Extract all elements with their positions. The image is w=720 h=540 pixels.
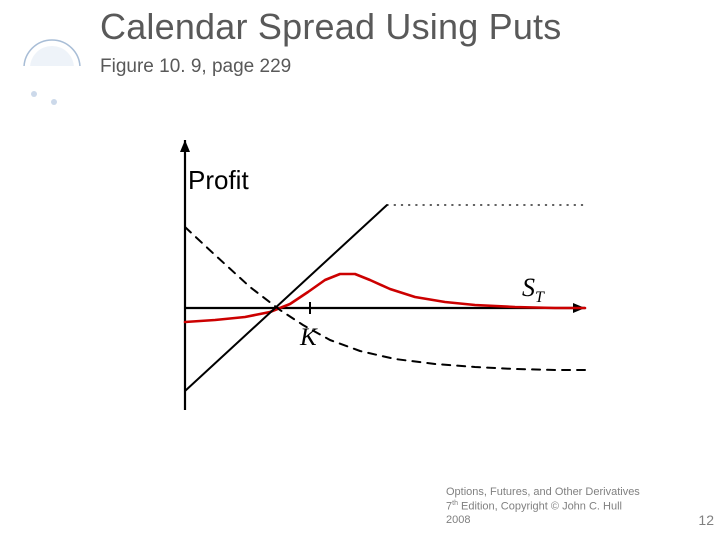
- slide-title: Calendar Spread Using Puts: [100, 6, 561, 48]
- page-number: 12: [698, 512, 714, 528]
- footer-text: Options, Futures, and Other Derivatives …: [446, 486, 656, 528]
- footer-edition-rest: Edition, Copyright © John C. Hull: [458, 501, 622, 513]
- corner-decor-icon: [4, 6, 94, 116]
- slide-subtitle: Figure 10. 9, page 229: [100, 56, 291, 78]
- x-axis-label: ST: [522, 273, 544, 307]
- footer-year: 2008: [446, 514, 470, 526]
- footer-line1: Options, Futures, and Other Derivatives: [446, 486, 640, 498]
- y-axis-label: Profit: [188, 165, 249, 196]
- slide: Calendar Spread Using Puts Figure 10. 9,…: [0, 0, 720, 540]
- strike-label: K: [300, 324, 317, 352]
